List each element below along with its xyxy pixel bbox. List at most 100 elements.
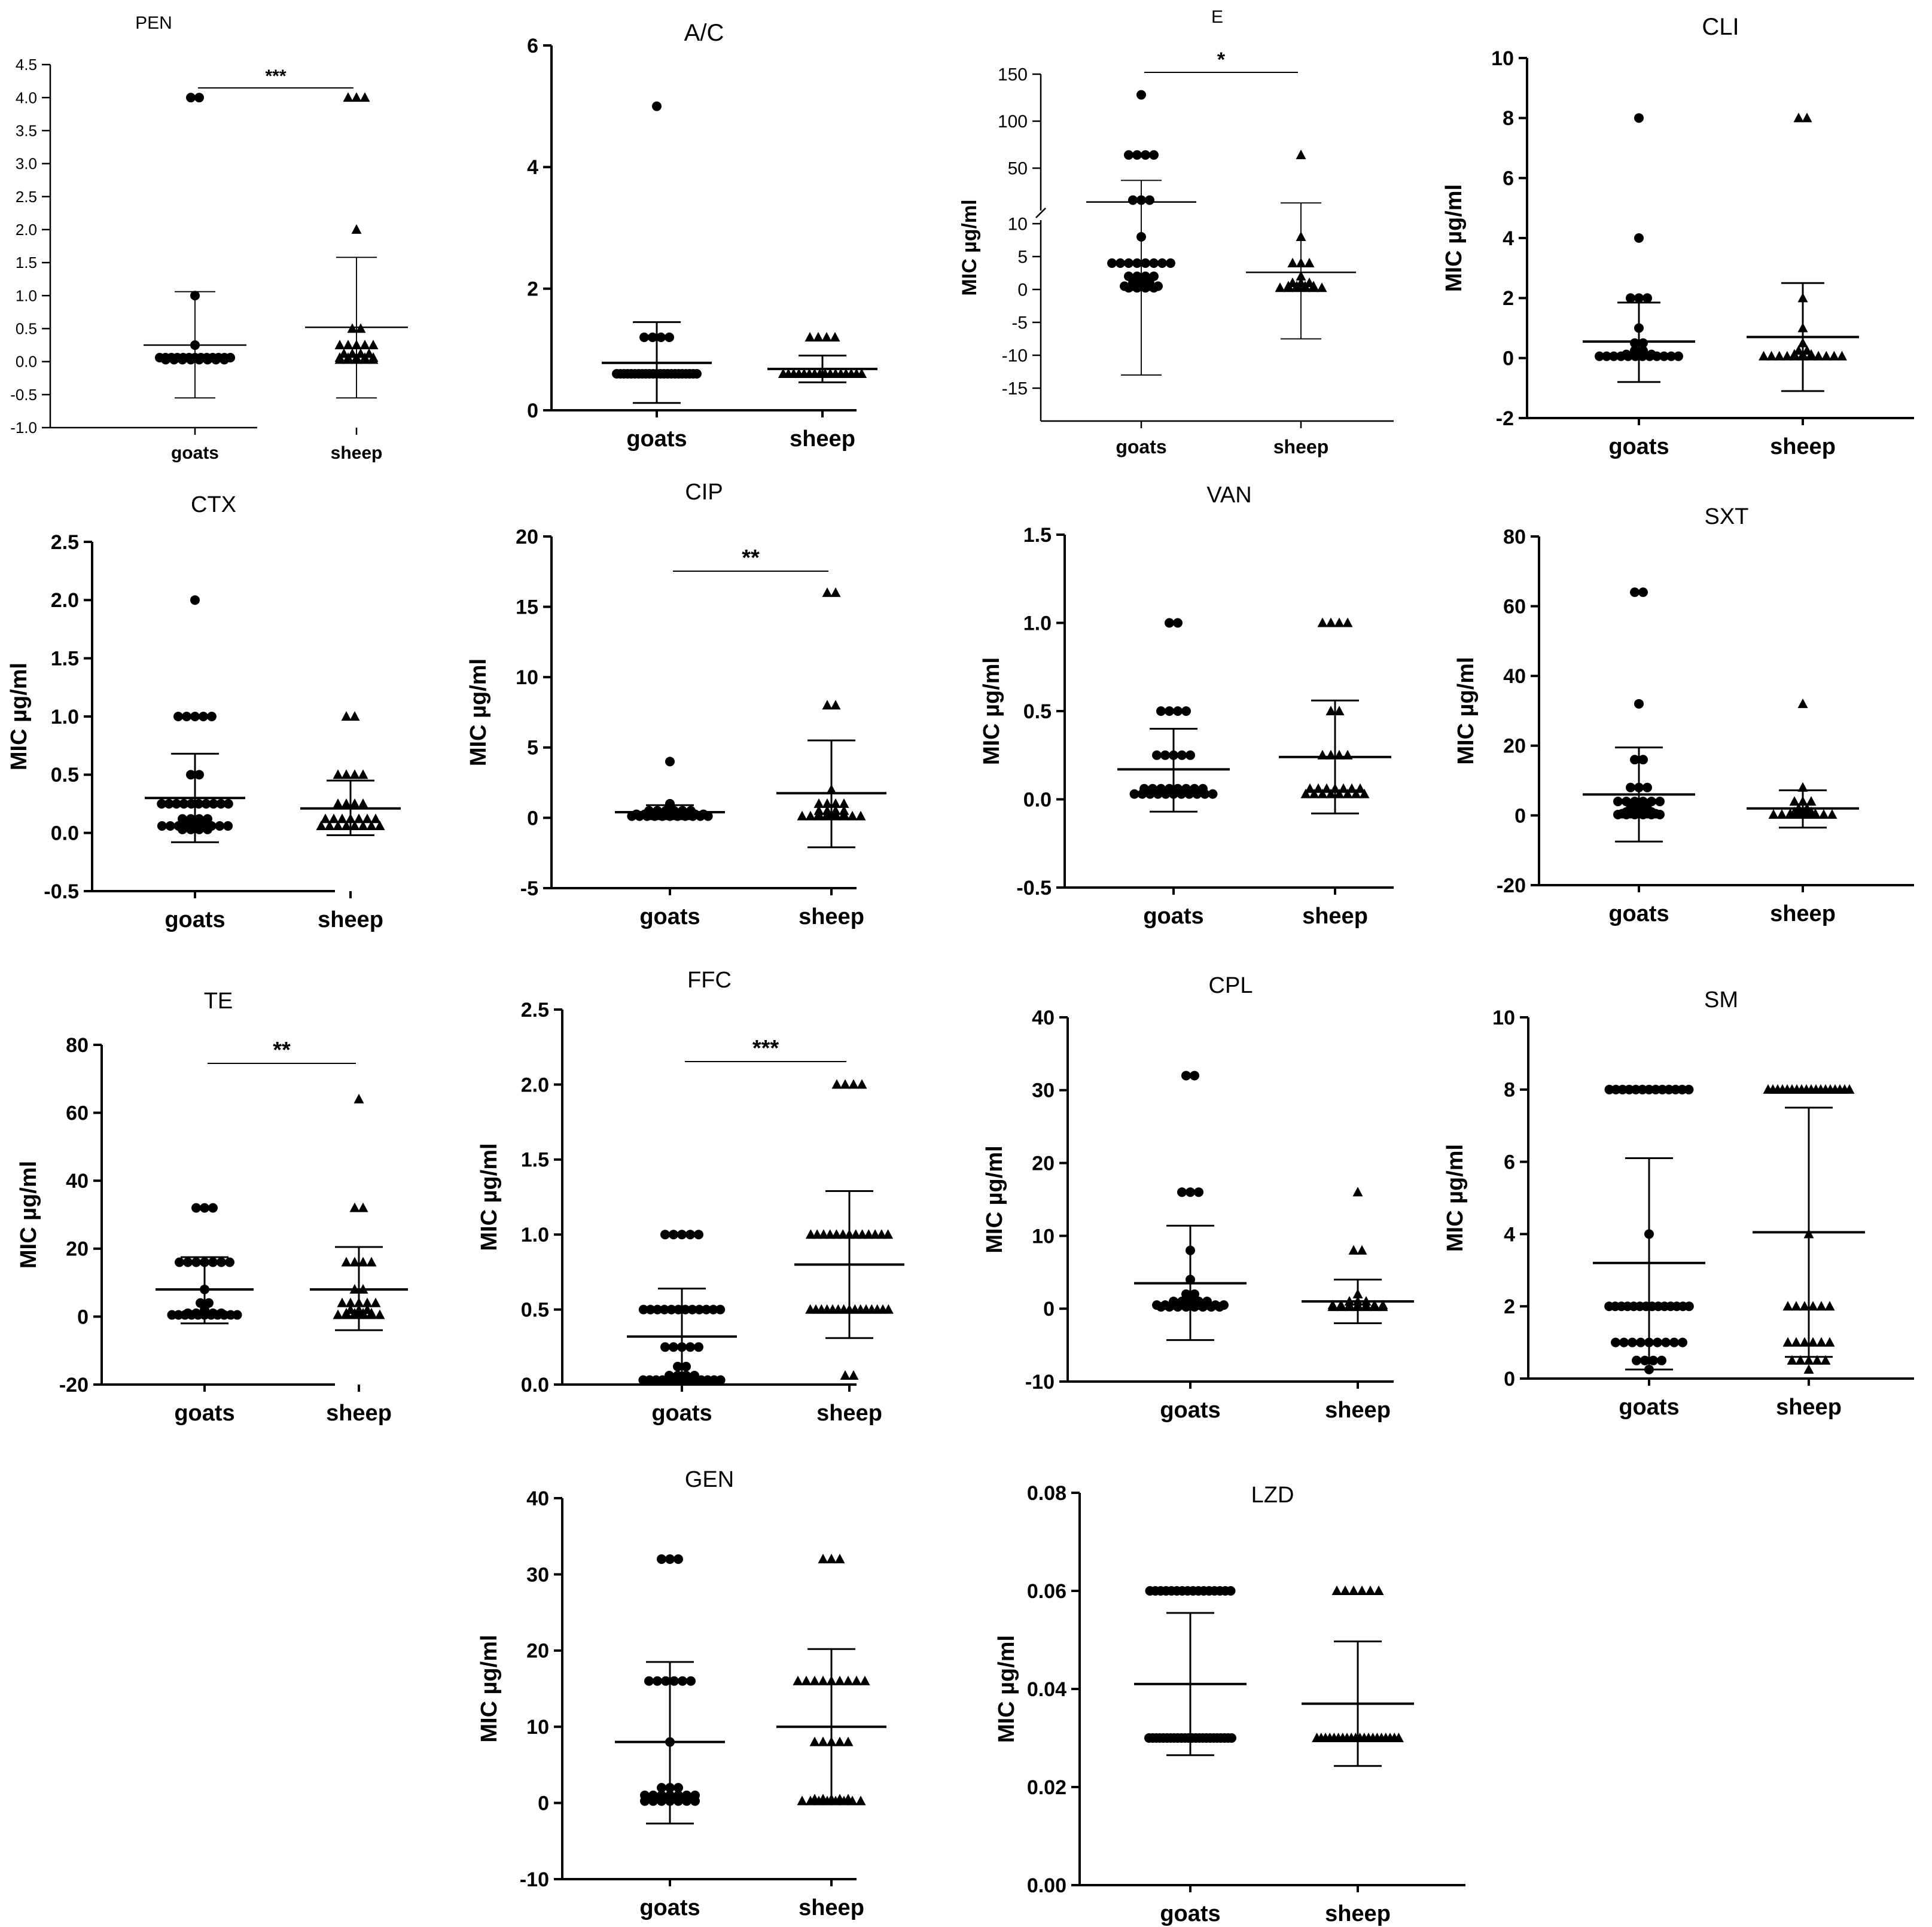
data-point [1124, 258, 1133, 268]
data-point [830, 798, 841, 808]
data-point [366, 820, 377, 830]
data-point [1782, 350, 1793, 361]
y-axis-label: MIC µg/ml [1442, 184, 1467, 292]
y-tick-label: 10 [526, 1716, 549, 1739]
data-point [659, 1304, 669, 1315]
data-point [1313, 783, 1324, 793]
data-point [1652, 351, 1662, 361]
data-point [1355, 783, 1366, 793]
data-point [1630, 587, 1640, 597]
data-point [809, 1736, 820, 1746]
data-point [1659, 351, 1669, 361]
data-point [1173, 1302, 1183, 1312]
data-point [1348, 1245, 1359, 1255]
data-point [666, 1304, 676, 1315]
data-point [1369, 1301, 1380, 1312]
data-point [665, 757, 675, 767]
data-point [1177, 750, 1187, 760]
series-sheep [1747, 112, 1859, 392]
data-point [351, 92, 362, 102]
data-point [1789, 796, 1800, 806]
y-tick-label: -1.0 [10, 419, 37, 437]
data-point [680, 1304, 690, 1315]
y-tick-label: 0.06 [1027, 1580, 1066, 1603]
data-point [1827, 809, 1837, 819]
series-sheep [776, 587, 886, 849]
chart-title: VAN [1206, 483, 1251, 508]
data-point [186, 814, 196, 824]
data-point [211, 355, 221, 365]
data-point [1816, 1337, 1827, 1347]
x-tick-label: sheep [326, 1401, 392, 1426]
data-point [840, 1370, 851, 1380]
data-point [1806, 796, 1817, 806]
data-point [1190, 1071, 1199, 1081]
y-tick-label: -0.5 [10, 386, 37, 404]
data-point [1194, 1187, 1203, 1197]
y-tick-label: 4 [527, 156, 538, 179]
data-point [1678, 1337, 1687, 1347]
data-point [694, 1230, 703, 1240]
data-point [822, 798, 833, 808]
x-tick-label: sheep [1325, 1398, 1391, 1423]
y-tick-label: 1.5 [1023, 524, 1052, 547]
data-point [638, 1304, 648, 1315]
y-tick-label: 1.0 [1023, 612, 1052, 635]
data-point [843, 1675, 854, 1685]
data-point [1181, 706, 1191, 716]
x-tick-label: goats [1608, 434, 1669, 459]
data-point [1190, 1289, 1199, 1299]
data-point [640, 1796, 650, 1806]
data-point [681, 1361, 691, 1371]
data-point [1634, 233, 1644, 243]
chart-title: CTX [191, 492, 236, 517]
data-point [1165, 1302, 1174, 1312]
x-tick-label: goats [639, 1895, 700, 1920]
y-tick-label: 5 [1017, 248, 1028, 267]
data-point [1226, 1586, 1236, 1596]
data-point [812, 1229, 822, 1239]
data-point [1623, 351, 1633, 361]
data-point [1644, 1084, 1654, 1094]
data-point [1173, 706, 1183, 716]
data-point [1664, 1084, 1674, 1094]
data-point [809, 1675, 820, 1685]
chart-title: FFC [687, 968, 732, 993]
data-point [1626, 782, 1635, 792]
chart-title: SM [1704, 987, 1738, 1013]
data-point [825, 1229, 836, 1239]
data-point [225, 1257, 234, 1267]
data-point [656, 333, 666, 342]
x-tick-label: goats [639, 904, 700, 929]
data-point [203, 824, 212, 834]
y-tick-label: 2 [527, 278, 538, 301]
data-point [1638, 797, 1648, 807]
data-point [194, 814, 204, 824]
y-tick-label: 0.04 [1027, 1678, 1066, 1701]
data-point [1361, 1301, 1372, 1312]
y-tick-label: 150 [998, 65, 1028, 85]
data-point [1331, 1585, 1342, 1595]
data-point [186, 770, 196, 780]
data-point [1634, 699, 1644, 709]
y-tick-label: 0 [538, 1792, 549, 1815]
y-tick-label: 2 [1504, 1295, 1515, 1318]
data-point [840, 1079, 851, 1089]
significance-label: *** [752, 1036, 779, 1061]
data-point [1791, 1301, 1802, 1311]
data-point [813, 798, 824, 808]
series-sheep [1747, 698, 1859, 829]
data-point [1156, 1302, 1166, 1312]
data-point [341, 820, 352, 830]
data-point [186, 93, 196, 103]
data-point [657, 1796, 666, 1806]
data-point [653, 1304, 663, 1315]
data-point [1624, 1084, 1634, 1094]
data-point [839, 810, 849, 821]
data-point [1137, 789, 1147, 799]
data-point [1630, 755, 1640, 765]
data-point [157, 821, 167, 831]
data-point [1604, 1084, 1614, 1094]
data-point [1790, 350, 1800, 361]
data-point [203, 814, 212, 824]
